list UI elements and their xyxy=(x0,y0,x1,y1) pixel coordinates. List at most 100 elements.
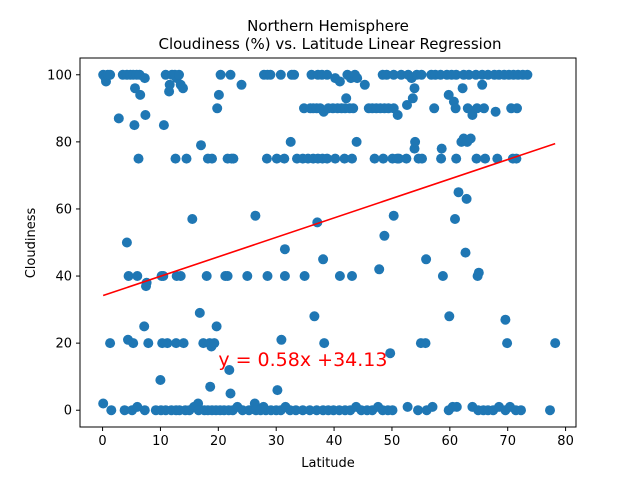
data-point xyxy=(299,271,310,281)
data-point xyxy=(330,153,341,164)
data-point xyxy=(228,153,239,164)
data-point xyxy=(451,69,462,80)
data-point xyxy=(135,89,146,100)
data-point xyxy=(429,103,440,114)
data-point xyxy=(297,405,308,416)
data-point xyxy=(420,338,431,349)
data-point xyxy=(492,153,503,164)
x-tick-label: 30 xyxy=(268,434,285,449)
data-point xyxy=(155,375,166,385)
data-point xyxy=(139,405,150,416)
y-tick-label: 0 xyxy=(64,404,72,419)
data-point xyxy=(271,153,282,164)
data-point xyxy=(181,153,192,164)
x-tick-label: 70 xyxy=(499,434,516,449)
data-point xyxy=(105,69,116,80)
x-tick-label: 60 xyxy=(442,434,459,449)
data-points xyxy=(98,69,561,416)
data-point xyxy=(379,230,390,241)
data-point xyxy=(222,271,233,281)
data-point xyxy=(421,254,432,265)
data-point xyxy=(164,86,175,97)
data-point xyxy=(471,153,482,164)
chart-title: Northern Hemisphere xyxy=(247,17,409,35)
data-point xyxy=(209,338,220,349)
data-point xyxy=(289,69,300,80)
data-point xyxy=(387,405,398,416)
data-point xyxy=(178,83,188,94)
x-tick-label: 40 xyxy=(326,434,343,449)
data-point xyxy=(105,338,116,349)
data-point xyxy=(225,388,236,399)
data-point xyxy=(272,385,283,396)
data-point xyxy=(369,153,380,164)
data-point xyxy=(339,153,350,164)
data-point xyxy=(250,210,261,221)
data-point xyxy=(473,267,484,278)
data-point xyxy=(132,401,143,412)
x-axis-label: Latitude xyxy=(301,456,355,471)
data-point xyxy=(119,405,130,416)
data-point xyxy=(401,153,412,164)
data-point xyxy=(479,103,489,114)
data-point xyxy=(170,153,181,164)
data-point xyxy=(225,69,236,80)
data-point xyxy=(157,338,168,349)
data-point xyxy=(265,69,276,80)
data-point xyxy=(121,237,132,248)
data-point xyxy=(460,247,471,258)
data-point xyxy=(139,321,150,332)
data-point xyxy=(378,153,389,164)
y-tick-label: 20 xyxy=(55,337,72,352)
chart-subtitle: Cloudiness (%) vs. Latitude Linear Regre… xyxy=(158,35,501,53)
data-point xyxy=(141,281,151,292)
data-point xyxy=(174,69,184,80)
data-point xyxy=(450,103,461,114)
data-point xyxy=(319,338,330,349)
data-point xyxy=(123,271,134,281)
data-point xyxy=(158,120,169,131)
data-point xyxy=(139,73,150,84)
data-point xyxy=(132,271,143,281)
regression-layer xyxy=(102,142,556,297)
data-point xyxy=(374,264,385,275)
data-point xyxy=(309,311,320,322)
data-point xyxy=(512,103,522,114)
data-point xyxy=(113,113,124,124)
data-point xyxy=(516,405,526,416)
data-point xyxy=(388,210,399,221)
data-point xyxy=(215,69,226,80)
data-point xyxy=(381,69,392,80)
data-point xyxy=(244,405,254,416)
data-point xyxy=(201,271,212,281)
data-point xyxy=(477,79,488,90)
data-point xyxy=(453,187,464,198)
data-point xyxy=(334,271,345,281)
data-point xyxy=(261,153,272,164)
data-point xyxy=(388,69,399,80)
data-point xyxy=(212,103,223,114)
data-point xyxy=(276,334,287,345)
data-point xyxy=(285,136,296,147)
data-point xyxy=(175,271,186,281)
data-point xyxy=(545,405,555,416)
data-point xyxy=(392,110,403,120)
data-point xyxy=(352,73,363,84)
data-point xyxy=(334,76,345,87)
axis-ticks: 0 10 20 30 40 50 60 70 80 0 20 40 60 80 100 xyxy=(47,68,574,449)
data-point xyxy=(444,311,455,322)
data-point xyxy=(322,153,333,164)
data-point xyxy=(262,271,273,281)
regression-equation: y = 0.58x +34.13 xyxy=(218,349,387,371)
data-point xyxy=(436,143,447,154)
data-point xyxy=(133,153,144,164)
data-point xyxy=(465,133,476,144)
y-tick-label: 60 xyxy=(55,202,72,217)
data-point xyxy=(385,348,396,359)
data-point xyxy=(236,79,247,90)
data-point xyxy=(347,271,357,281)
x-tick-label: 10 xyxy=(152,434,169,449)
data-point xyxy=(224,365,235,375)
data-point xyxy=(106,405,117,416)
